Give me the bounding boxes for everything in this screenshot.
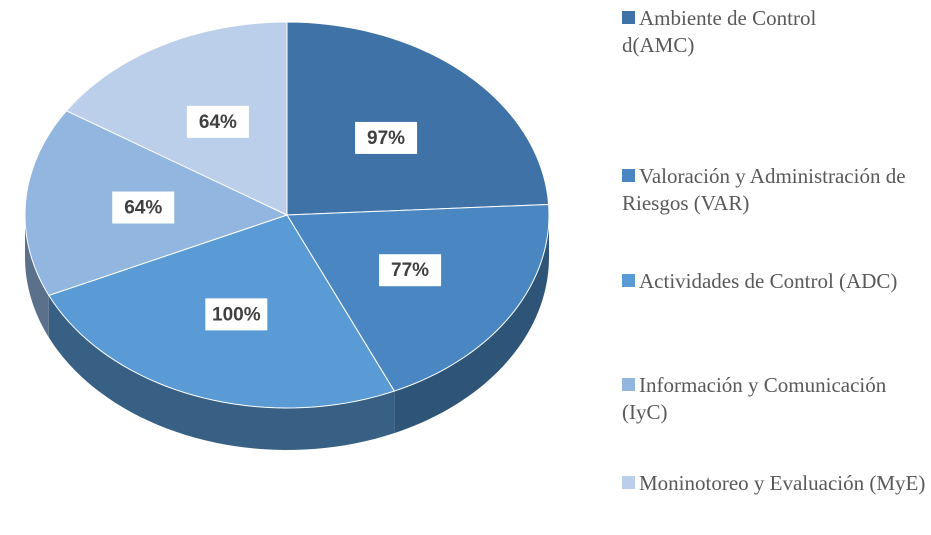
data-label-box <box>379 254 442 287</box>
pie-side <box>48 295 395 450</box>
legend-label: Información y Comunicación (IyC) <box>622 373 887 424</box>
pie-side <box>25 215 49 338</box>
pie-slice <box>286 21 550 216</box>
legend-swatch <box>622 378 635 391</box>
chart: 97% 77% 100% 64% 64% <box>24 21 550 450</box>
data-label-box <box>355 121 418 154</box>
data-label-box <box>186 105 249 138</box>
legend-item: Información y Comunicación (IyC) <box>622 372 930 426</box>
data-label-box <box>112 191 175 224</box>
legend-label: Ambiente de Control d(AMC) <box>622 6 817 57</box>
data-label: 64% <box>199 112 237 133</box>
legend-swatch <box>622 476 635 489</box>
pie-slice <box>286 203 550 392</box>
legend-item: Ambiente de Control d(AMC) <box>622 5 832 59</box>
data-label: 100% <box>212 304 261 325</box>
legend-swatch <box>622 11 635 24</box>
legend-item: Valoración y Administración de Riesgos (… <box>622 163 930 217</box>
data-label: 77% <box>391 260 429 281</box>
data-label-box <box>205 298 268 331</box>
pie-slice <box>65 21 288 216</box>
legend-swatch <box>622 274 635 287</box>
pie-side <box>394 215 549 434</box>
legend-label: Valoración y Administración de Riesgos (… <box>622 164 906 215</box>
legend-label: Actividades de Control (ADC) <box>639 269 898 293</box>
legend-label: Moninotoreo y Evaluación (MyE) <box>639 471 926 495</box>
data-label: 64% <box>124 198 162 219</box>
legend-item: Actividades de Control (ADC) <box>622 268 930 295</box>
legend-swatch <box>622 169 635 182</box>
legend-item: Moninotoreo y Evaluación (MyE) <box>622 470 930 497</box>
data-label: 97% <box>367 128 405 149</box>
